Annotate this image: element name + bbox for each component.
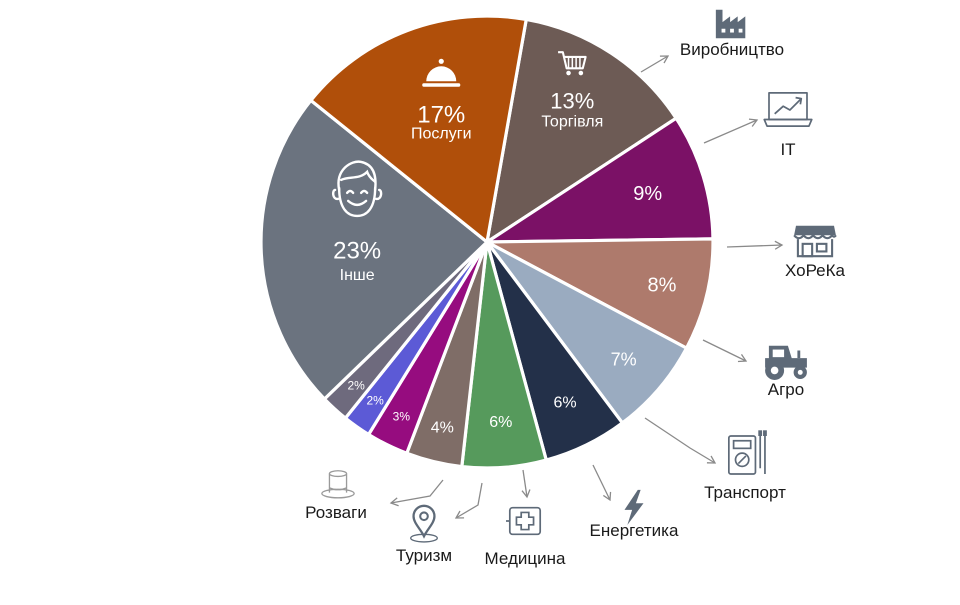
slice-6-category-label: Енергетика [590, 521, 679, 540]
slice-10-wedge [259, 98, 489, 401]
slice-4-inner-label: 6% [553, 395, 576, 412]
slice-10-category: Інше [340, 267, 375, 284]
slice-3-leader-arrow [726, 240, 784, 250]
slice-0-inner-label: 13%Торгівля [541, 51, 603, 131]
slice-9-leader-arrow [389, 479, 444, 507]
slice-7-percent: 3% [393, 409, 411, 423]
top-hat-icon [321, 470, 355, 499]
slice-9-percent: 2% [348, 378, 366, 392]
slice-4-category-label: Агро [768, 380, 804, 399]
slice-0-category: Торгівля [541, 114, 603, 131]
slice-5-category-label: Транспорт [704, 483, 786, 502]
slice-5-percent: 6% [489, 414, 512, 431]
slice-4-outer-label: Агро [765, 345, 807, 399]
slice-2-leader-arrow [703, 118, 759, 144]
slice-8-leader-arrow [454, 482, 483, 519]
slice-10-inner-label: 23% Інше [331, 160, 383, 284]
laptop-chart-icon [763, 92, 813, 128]
slice-7-inner-label: 3% [393, 409, 411, 423]
slice-6-outer-label: Енергетика [590, 489, 679, 540]
slice-3-outer-label: ХоРеКа [785, 225, 846, 280]
slice-8-outer-label: Туризм [396, 504, 452, 565]
slice-8-category-label: Туризм [396, 546, 452, 565]
slice-11-percent: 17% [417, 102, 465, 129]
slice-11-wedge [309, 14, 528, 244]
slice-1-outer-label: Виробництво [680, 9, 784, 59]
slice-7-category-label: Медицина [485, 549, 566, 568]
slice-9-category-label: Розваги [305, 503, 367, 522]
map-pin-icon [410, 504, 438, 543]
serving-cloche-icon [422, 58, 461, 87]
slice-10-percent: 23% [333, 237, 381, 264]
slice-0-wedge [485, 17, 678, 244]
shopping-cart-icon [558, 51, 587, 76]
slice-2-category-label: IT [780, 140, 795, 159]
slice-4-percent: 6% [553, 395, 576, 412]
storefront-icon [793, 225, 837, 258]
slice-1-wedge [485, 116, 715, 244]
slice-1-category-label: Виробництво [680, 40, 784, 59]
slice-8-inner-label: 2% [367, 394, 385, 408]
slice-8-percent: 2% [367, 394, 385, 408]
factory-icon [715, 9, 746, 39]
slice-6-inner-label: 4% [431, 419, 454, 436]
multimeter-icon [727, 430, 767, 475]
medical-cross-icon [505, 506, 542, 536]
slice-1-leader-arrow [640, 55, 670, 73]
slice-2-percent: 8% [647, 274, 676, 296]
slice-2-wedge [485, 237, 715, 350]
smiling-face-icon [331, 160, 383, 218]
slice-6-percent: 4% [431, 419, 454, 436]
slice-4-leader-arrow [702, 339, 748, 363]
slice-9-inner-label: 2% [348, 378, 366, 392]
tractor-icon [765, 345, 807, 380]
slice-11-category: Послуги [411, 125, 472, 142]
slice-2-outer-label: IT [763, 92, 813, 159]
slice-7-outer-label: Медицина [485, 506, 566, 568]
slice-1-inner-label: 9% [633, 183, 662, 205]
slice-1-percent: 9% [633, 183, 662, 205]
slice-5-inner-label: 6% [489, 414, 512, 431]
slice-6-leader-arrow [592, 464, 612, 502]
lightning-icon [624, 489, 644, 526]
slice-3-percent: 7% [611, 349, 637, 369]
slice-5-outer-label: Транспорт [704, 430, 786, 502]
slice-3-inner-label: 7% [611, 349, 637, 369]
slice-3-category-label: ХоРеКа [785, 261, 846, 280]
slice-0-percent: 13% [550, 88, 594, 113]
slice-7-leader-arrow [521, 469, 531, 499]
slice-11-inner-label: 17%Послуги [411, 58, 472, 142]
slice-2-inner-label: 8% [647, 274, 676, 296]
slice-5-leader-arrow [644, 417, 717, 464]
slice-9-outer-label: Розваги [305, 470, 367, 522]
